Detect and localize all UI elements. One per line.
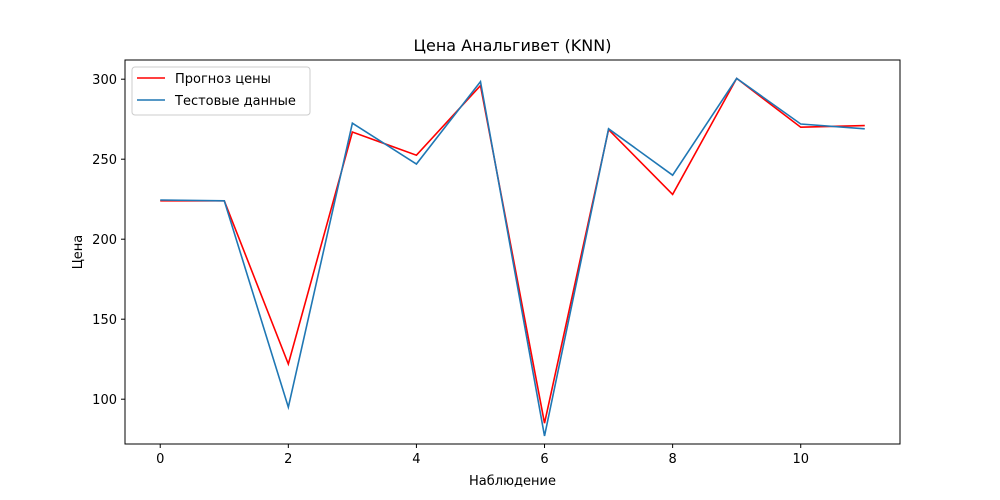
y-tick-label: 100 xyxy=(92,393,117,408)
y-tick-label: 200 xyxy=(92,233,117,248)
legend: Прогноз цены Тестовые данные xyxy=(131,66,311,116)
legend-box xyxy=(131,66,311,116)
x-tick-label: 8 xyxy=(668,452,676,467)
chart-title: Цена Анальгивет (KNN) xyxy=(414,36,612,55)
x-tick-label: 0 xyxy=(156,452,164,467)
y-tick-label: 150 xyxy=(92,313,117,328)
legend-label: Тестовые данные xyxy=(174,94,296,109)
y-tick-label: 250 xyxy=(92,153,117,168)
x-tick-label: 4 xyxy=(412,452,420,467)
y-tick-label: 300 xyxy=(92,73,117,88)
x-axis: 0 2 4 6 8 10 xyxy=(156,444,809,467)
y-axis: 100 150 200 250 300 xyxy=(92,73,125,408)
x-tick-label: 10 xyxy=(792,452,809,467)
y-axis-label: Цена xyxy=(71,235,86,270)
series-lines xyxy=(160,77,865,437)
x-axis-label: Наблюдение xyxy=(469,474,556,489)
x-tick-label: 2 xyxy=(284,452,292,467)
legend-label: Прогноз цены xyxy=(175,72,271,87)
series-line-1 xyxy=(160,77,865,437)
x-tick-label: 6 xyxy=(540,452,548,467)
